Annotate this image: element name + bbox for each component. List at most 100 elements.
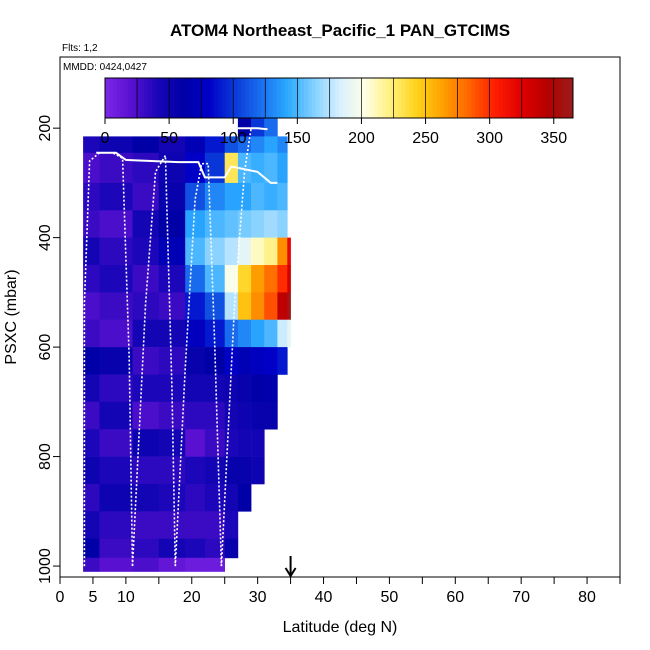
colorbar-segment bbox=[136, 78, 141, 118]
colorbar-segment bbox=[284, 78, 289, 118]
colorbar-segment bbox=[385, 78, 391, 118]
heatmap-cell bbox=[158, 538, 186, 559]
colorbar-segment bbox=[128, 78, 133, 118]
colorbar-segment bbox=[151, 78, 157, 118]
heatmap-cell bbox=[185, 456, 206, 485]
heatmap-cell bbox=[264, 347, 278, 375]
heatmap-cell bbox=[287, 319, 291, 348]
colorbar-segment bbox=[498, 78, 504, 118]
x-axis-label: Latitude (deg N) bbox=[283, 619, 398, 636]
y-tick-label: 1000 bbox=[37, 548, 54, 584]
heatmap-cell bbox=[287, 237, 291, 266]
heatmap-cell bbox=[251, 401, 265, 430]
colorbar-segment bbox=[463, 78, 469, 118]
colorbar-segment bbox=[249, 78, 254, 118]
heatmap-cell bbox=[224, 429, 239, 457]
colorbar-segment bbox=[459, 78, 465, 118]
colorbar-segment bbox=[545, 78, 551, 118]
colorbar-segment bbox=[296, 78, 301, 118]
heatmap-cell bbox=[132, 319, 160, 348]
heatmap-cell bbox=[83, 152, 100, 184]
colorbar-segment bbox=[417, 78, 422, 118]
heatmap-cell bbox=[185, 538, 206, 559]
colorbar-segment bbox=[112, 78, 118, 118]
colorbar-segment bbox=[257, 78, 262, 118]
heatmap-cell bbox=[224, 483, 239, 512]
colorbar-segment bbox=[108, 78, 114, 118]
colorbar-segment bbox=[140, 78, 145, 118]
heatmap-cell bbox=[132, 401, 160, 430]
colorbar-segment bbox=[444, 78, 449, 118]
heatmap-cell bbox=[237, 265, 252, 293]
heatmap-cell bbox=[158, 456, 186, 485]
heatmap-cell bbox=[277, 182, 288, 211]
heatmap-cell bbox=[251, 237, 265, 266]
heatmap-cell bbox=[83, 483, 100, 512]
colorbar-segment bbox=[522, 78, 527, 118]
colorbar-segment bbox=[194, 78, 200, 118]
colorbar-segment bbox=[354, 78, 359, 118]
x-tick-label: 50 bbox=[381, 589, 399, 606]
colorbar-segment bbox=[206, 78, 211, 118]
colorbar-segment bbox=[311, 78, 317, 118]
heatmap-cell bbox=[224, 456, 239, 485]
x-tick-label: 5 bbox=[88, 589, 97, 606]
colorbar-segment bbox=[448, 78, 453, 118]
colorbar-segment bbox=[381, 78, 387, 118]
heatmap-cell bbox=[99, 374, 133, 403]
heatmap-cell bbox=[204, 511, 225, 539]
colorbar-segment bbox=[514, 78, 519, 118]
heatmap-cell bbox=[99, 511, 133, 539]
heatmap-cell bbox=[204, 292, 225, 321]
heatmap-cell bbox=[251, 265, 265, 293]
heatmap-cell bbox=[277, 152, 288, 184]
colorbar-segment bbox=[303, 78, 309, 118]
x-tick-label: 10 bbox=[117, 589, 135, 606]
colorbar-segment bbox=[335, 78, 340, 118]
heatmap-cell bbox=[224, 136, 239, 154]
heatmap-cell bbox=[264, 136, 278, 154]
colorbar-segment bbox=[241, 78, 246, 118]
heatmap-cell bbox=[204, 265, 225, 293]
colorbar-segment bbox=[467, 78, 473, 118]
heatmap-cell bbox=[204, 374, 225, 403]
heatmap-cell bbox=[224, 292, 239, 321]
heatmap-cell bbox=[132, 538, 160, 559]
heatmap-cell bbox=[83, 374, 100, 403]
heatmap-cell bbox=[237, 347, 252, 375]
colorbar-segment bbox=[409, 78, 414, 118]
colorbar-segment bbox=[218, 78, 223, 118]
heatmap-cell bbox=[99, 152, 133, 184]
heatmap-cell bbox=[237, 292, 252, 321]
colorbar-segment bbox=[222, 78, 227, 118]
heatmap-cell bbox=[251, 429, 265, 457]
colorbar-segment bbox=[210, 78, 215, 118]
colorbar-segment bbox=[565, 78, 570, 118]
heatmap-cell bbox=[264, 182, 278, 211]
heatmap-cell bbox=[132, 347, 160, 375]
heatmap-cell bbox=[251, 152, 265, 184]
colorbar-segment bbox=[132, 78, 137, 118]
heatmap-cell bbox=[83, 429, 100, 457]
heatmap-cell bbox=[224, 511, 239, 539]
colorbar-segment bbox=[374, 78, 379, 118]
heatmap-cell bbox=[237, 237, 252, 266]
heatmap-cell bbox=[99, 182, 133, 211]
heatmap-cell bbox=[224, 538, 239, 559]
heatmap-cell bbox=[83, 292, 100, 321]
heatmap-cell bbox=[83, 319, 100, 348]
colorbar-segment bbox=[405, 78, 410, 118]
heatmap-cell bbox=[158, 511, 186, 539]
x-tick-label: 30 bbox=[249, 589, 267, 606]
heatmap-cell bbox=[185, 292, 206, 321]
colorbar-segment bbox=[245, 78, 250, 118]
colorbar-segment bbox=[401, 78, 406, 118]
colorbar-segment bbox=[229, 78, 235, 118]
colorbar-segment bbox=[171, 78, 176, 118]
colorbar-segment bbox=[452, 78, 457, 118]
heatmap-cell bbox=[158, 136, 186, 154]
colorbar-segment bbox=[144, 78, 149, 118]
colorbar-segment bbox=[432, 78, 437, 118]
colorbar-tick-label: 250 bbox=[412, 130, 439, 147]
colorbar-segment bbox=[233, 78, 239, 118]
